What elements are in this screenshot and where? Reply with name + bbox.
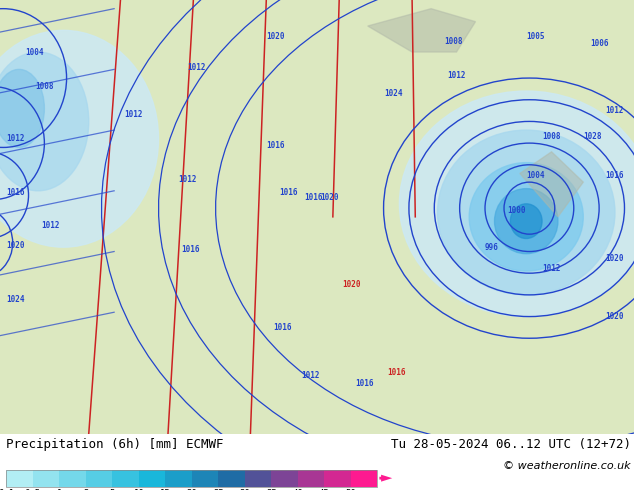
Ellipse shape	[510, 204, 542, 239]
Bar	[298, 470, 324, 487]
Polygon shape	[520, 152, 583, 217]
Text: 1020: 1020	[6, 241, 25, 249]
Bar	[33, 470, 60, 487]
Text: 1020: 1020	[605, 253, 624, 263]
Text: 1008: 1008	[542, 132, 561, 141]
Text: Tu 28-05-2024 06..12 UTC (12+72): Tu 28-05-2024 06..12 UTC (12+72)	[391, 438, 631, 451]
Bar	[6, 470, 377, 487]
Ellipse shape	[0, 52, 89, 191]
Text: 1008: 1008	[444, 37, 463, 46]
Bar	[112, 470, 139, 487]
Text: 1016: 1016	[266, 141, 285, 150]
Ellipse shape	[495, 189, 558, 254]
Text: 1012: 1012	[301, 370, 320, 380]
Text: 996: 996	[484, 243, 498, 252]
Text: 1006: 1006	[590, 39, 609, 48]
Ellipse shape	[0, 70, 44, 147]
Ellipse shape	[437, 130, 615, 295]
Bar	[351, 470, 377, 487]
Text: 1012: 1012	[6, 134, 25, 143]
Text: 1012: 1012	[178, 175, 197, 184]
Text: 1024: 1024	[384, 89, 403, 98]
Bar	[271, 470, 298, 487]
Text: 1016: 1016	[279, 189, 298, 197]
Polygon shape	[368, 9, 476, 52]
Text: 1020: 1020	[342, 279, 361, 289]
Text: 1020: 1020	[266, 32, 285, 41]
Ellipse shape	[0, 30, 158, 247]
Bar	[6, 470, 33, 487]
Text: 1004: 1004	[25, 48, 44, 56]
Text: 1020: 1020	[320, 193, 339, 202]
Text: 1016: 1016	[273, 323, 292, 332]
Text: © weatheronline.co.uk: © weatheronline.co.uk	[503, 461, 631, 471]
Bar	[165, 470, 191, 487]
Bar	[139, 470, 165, 487]
Text: 1012: 1012	[605, 106, 624, 115]
Text: 1012: 1012	[542, 265, 561, 273]
Text: 1016: 1016	[355, 379, 374, 388]
Bar	[60, 470, 86, 487]
Text: 1012: 1012	[124, 110, 143, 120]
Text: 1020: 1020	[605, 312, 624, 321]
Text: 1016: 1016	[6, 189, 25, 197]
Text: Precipitation (6h) [mm] ECMWF: Precipitation (6h) [mm] ECMWF	[6, 438, 224, 451]
Text: 1012: 1012	[447, 72, 466, 80]
Text: 1004: 1004	[526, 171, 545, 180]
Text: 1000: 1000	[507, 206, 526, 215]
Text: 1016: 1016	[605, 171, 624, 180]
Bar	[245, 470, 271, 487]
Text: 1012: 1012	[41, 221, 60, 230]
Bar	[191, 470, 218, 487]
Bar	[218, 470, 245, 487]
Text: 1016: 1016	[387, 368, 406, 377]
Bar	[86, 470, 112, 487]
Text: 1016: 1016	[304, 193, 323, 202]
Ellipse shape	[399, 91, 634, 317]
Text: 1008: 1008	[35, 82, 54, 91]
Text: 1016: 1016	[181, 245, 200, 254]
Ellipse shape	[469, 163, 583, 271]
Text: 1012: 1012	[187, 63, 206, 72]
Text: 1005: 1005	[526, 32, 545, 41]
Text: 1028: 1028	[583, 132, 602, 141]
Bar	[324, 470, 351, 487]
Text: 1024: 1024	[6, 294, 25, 304]
